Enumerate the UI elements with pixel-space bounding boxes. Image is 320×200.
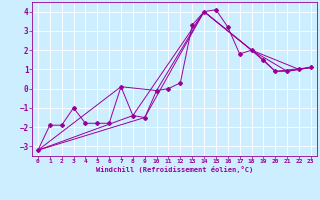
X-axis label: Windchill (Refroidissement éolien,°C): Windchill (Refroidissement éolien,°C) — [96, 166, 253, 173]
